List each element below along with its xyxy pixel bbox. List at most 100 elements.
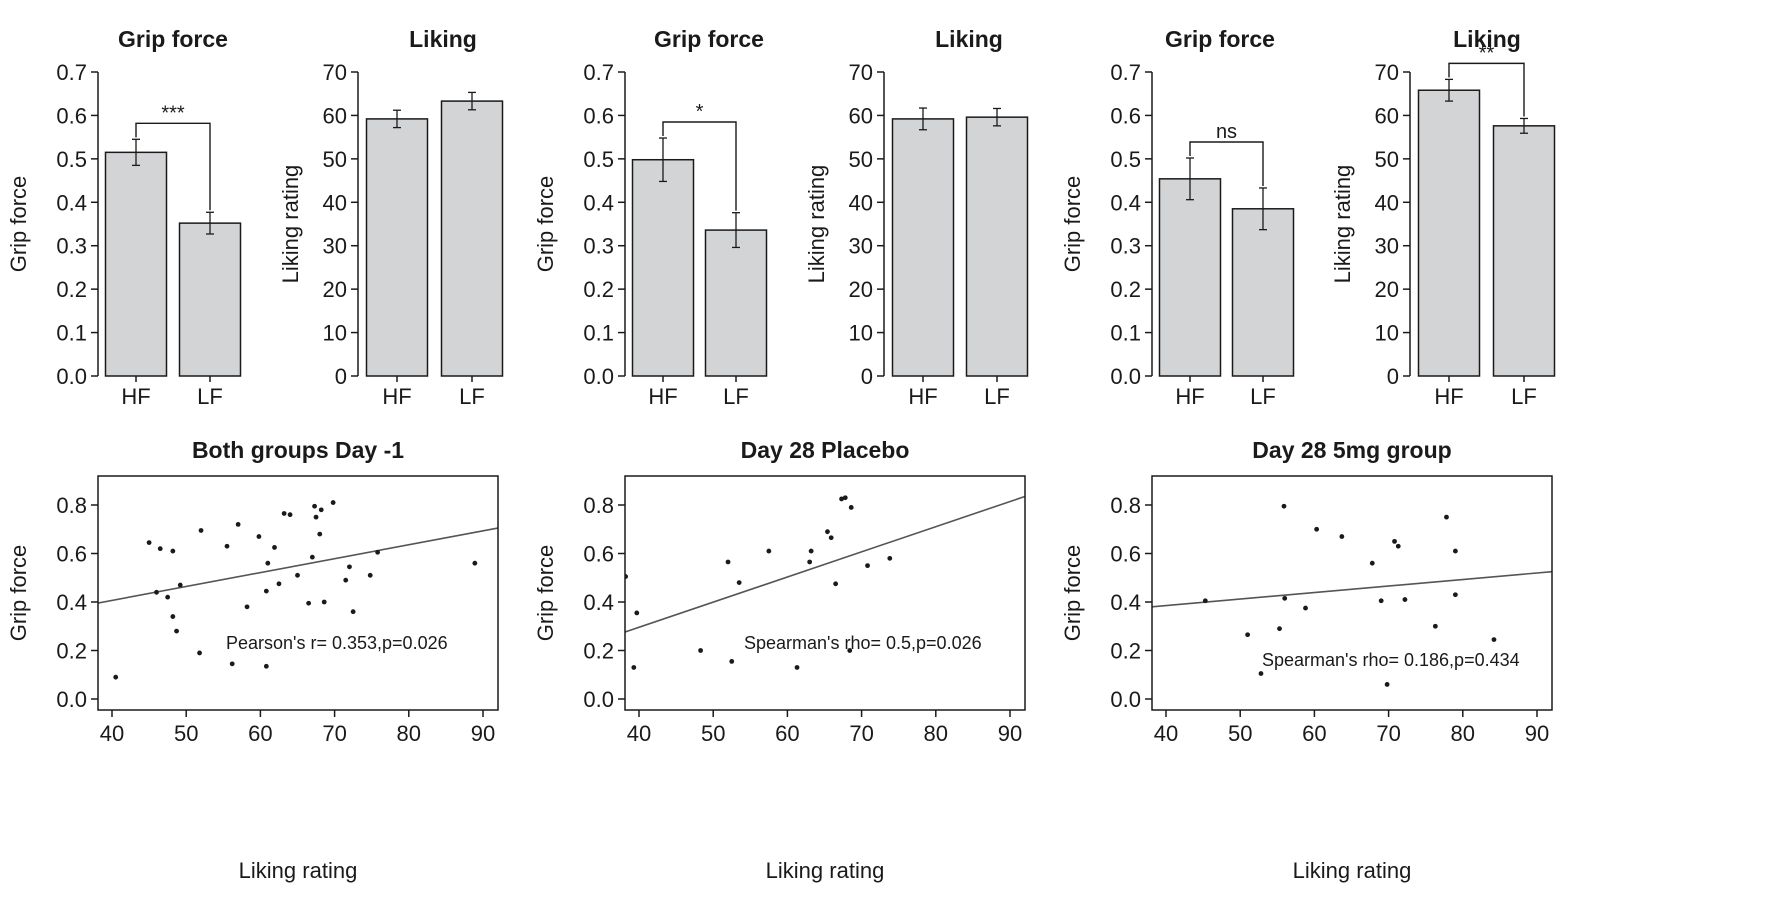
y-tick-label: 0.0 bbox=[1110, 364, 1141, 389]
data-point bbox=[842, 495, 848, 501]
data-point bbox=[287, 512, 293, 518]
data-point bbox=[281, 511, 287, 516]
x-tick-label: LF bbox=[984, 384, 1010, 409]
scatter-panel-3: Day 28 5mg group 40 50 60 70 80 90 0.0 0.2 0.4 0.6… bbox=[1060, 437, 1553, 883]
data-point bbox=[1392, 538, 1397, 544]
data-point bbox=[198, 528, 204, 533]
y-tick-label: 0.3 bbox=[56, 234, 87, 259]
data-point bbox=[825, 529, 830, 535]
y-tick-label: 0.2 bbox=[1110, 277, 1141, 302]
y-tick-label: 0.7 bbox=[583, 60, 614, 85]
stat-annotation: Pearson's r= 0.353,p=0.026 bbox=[226, 633, 448, 653]
y-tick-label: 20 bbox=[323, 277, 347, 302]
data-point bbox=[1281, 503, 1287, 509]
y-tick-label: 0.6 bbox=[583, 542, 614, 567]
data-point bbox=[828, 535, 834, 541]
data-point bbox=[265, 560, 271, 566]
data-point bbox=[235, 522, 241, 527]
y-tick-label: 0.1 bbox=[1110, 321, 1141, 346]
y-tick-label: 0.6 bbox=[56, 542, 87, 567]
data-point bbox=[848, 505, 854, 510]
y-tick-label: 0.7 bbox=[1110, 60, 1141, 85]
data-point bbox=[157, 546, 163, 552]
panel-title: Liking bbox=[1453, 26, 1521, 52]
data-point bbox=[154, 589, 159, 595]
bar-panel-2: Liking 0 10 20 30 40 50 60 70 Liking rating HF LF bbox=[278, 26, 504, 409]
y-tick-label: 70 bbox=[849, 60, 873, 85]
y-tick-label: 0.4 bbox=[1110, 190, 1141, 215]
data-point bbox=[1384, 682, 1390, 687]
bar-panel-1: Grip force 0.0 0.1 0.2 0.3 0.4 0.5 0.6 0.7 Grip f… bbox=[6, 26, 242, 409]
data-point bbox=[263, 663, 269, 669]
x-tick-label: HF bbox=[382, 384, 411, 409]
y-tick-label: 0.1 bbox=[56, 321, 87, 346]
bar-hf bbox=[891, 118, 955, 377]
x-axis-label: Liking rating bbox=[239, 858, 358, 883]
plot-frame bbox=[1151, 475, 1553, 711]
data-point bbox=[1282, 595, 1288, 601]
y-tick-label: 0.2 bbox=[583, 277, 614, 302]
y-tick-label: 0 bbox=[335, 364, 347, 389]
y-axis-label: Grip force bbox=[533, 176, 558, 273]
bar-lf bbox=[965, 116, 1029, 377]
data-point bbox=[321, 599, 327, 605]
bar-hf bbox=[104, 151, 168, 377]
x-tick-label: 70 bbox=[322, 721, 346, 746]
x-tick-label: 80 bbox=[397, 721, 421, 746]
data-point bbox=[312, 503, 317, 509]
y-axis-label: Grip force bbox=[1060, 545, 1085, 642]
y-tick-label: 60 bbox=[323, 103, 347, 128]
y-tick-label: 0.0 bbox=[56, 364, 87, 389]
data-point bbox=[170, 614, 176, 619]
y-axis-label: Liking rating bbox=[278, 165, 303, 284]
significance-label: * bbox=[696, 101, 704, 123]
bar-lf bbox=[1231, 208, 1295, 377]
y-tick-label: 0 bbox=[1387, 364, 1399, 389]
data-point bbox=[1339, 534, 1345, 539]
y-tick-label: 0.4 bbox=[583, 190, 614, 215]
x-tick-label: 70 bbox=[849, 721, 873, 746]
significance-bracket bbox=[662, 121, 737, 211]
data-point bbox=[887, 555, 893, 561]
data-point bbox=[313, 514, 319, 520]
regression-line bbox=[98, 527, 498, 604]
y-tick-label: 0.4 bbox=[1110, 590, 1141, 615]
data-point bbox=[272, 545, 277, 550]
y-tick-label: 50 bbox=[323, 147, 347, 172]
data-point bbox=[343, 577, 349, 583]
y-tick-label: 30 bbox=[323, 234, 347, 259]
data-point bbox=[1402, 597, 1408, 602]
x-tick-label: 60 bbox=[248, 721, 272, 746]
bar-hf bbox=[365, 118, 429, 377]
x-tick-label: HF bbox=[1175, 384, 1204, 409]
panel-title: Both groups Day -1 bbox=[192, 437, 404, 463]
x-tick-label: HF bbox=[121, 384, 150, 409]
scatter-panel-2: Day 28 Placebo 40 50 60 70 80 90 0.0 0.2 0.4 0.6 0.… bbox=[533, 437, 1026, 883]
y-tick-label: 0.7 bbox=[56, 60, 87, 85]
y-tick-label: 0.0 bbox=[1110, 687, 1141, 712]
data-point bbox=[839, 496, 844, 502]
stat-annotation: Spearman's rho= 0.5,p=0.026 bbox=[744, 633, 982, 653]
data-point bbox=[367, 572, 373, 578]
y-tick-label: 30 bbox=[849, 234, 873, 259]
data-point bbox=[1202, 598, 1208, 604]
y-tick-label: 70 bbox=[323, 60, 347, 85]
y-axis-label: Liking rating bbox=[1330, 165, 1355, 284]
data-point bbox=[631, 665, 637, 670]
data-point bbox=[330, 500, 336, 505]
y-tick-label: 0.5 bbox=[56, 147, 87, 172]
x-axis-label: Liking rating bbox=[1293, 858, 1412, 883]
data-point bbox=[113, 674, 119, 680]
x-tick-label: LF bbox=[1250, 384, 1276, 409]
data-point bbox=[472, 560, 478, 566]
y-tick-label: 0 bbox=[861, 364, 873, 389]
data-point bbox=[1395, 543, 1401, 549]
y-axis-label: Grip force bbox=[6, 176, 31, 273]
data-point bbox=[1444, 514, 1449, 520]
y-tick-label: 0.0 bbox=[583, 687, 614, 712]
y-tick-label: 0.8 bbox=[1110, 493, 1141, 518]
data-point bbox=[256, 534, 262, 539]
x-tick-label: 60 bbox=[1302, 721, 1326, 746]
y-tick-label: 20 bbox=[849, 277, 873, 302]
x-tick-label: 80 bbox=[924, 721, 948, 746]
